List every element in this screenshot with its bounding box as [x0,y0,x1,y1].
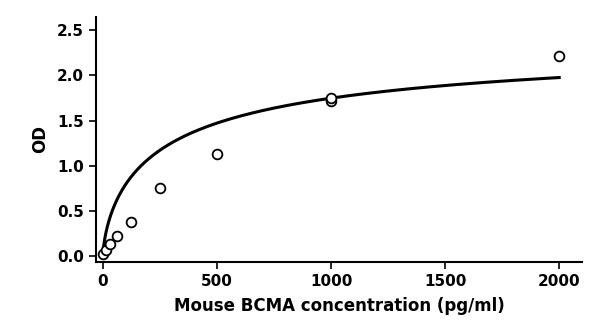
Point [326,98,336,103]
Point [127,220,136,225]
Point [112,233,122,239]
Point [105,241,115,247]
Point [212,151,222,157]
Point [554,54,564,59]
Point [326,95,336,101]
Point [98,251,107,257]
Point [101,248,111,253]
X-axis label: Mouse BCMA concentration (pg/ml): Mouse BCMA concentration (pg/ml) [173,297,505,315]
Y-axis label: OD: OD [31,125,49,154]
Point [155,185,164,191]
